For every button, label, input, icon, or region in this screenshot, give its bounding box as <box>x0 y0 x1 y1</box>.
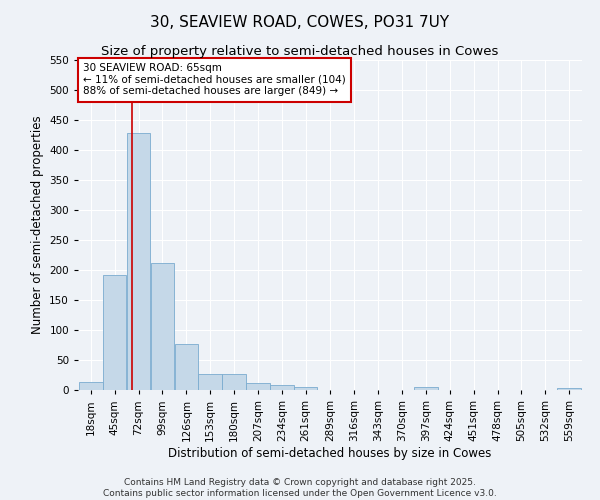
Text: 30, SEAVIEW ROAD, COWES, PO31 7UY: 30, SEAVIEW ROAD, COWES, PO31 7UY <box>151 15 449 30</box>
Bar <box>79 382 103 390</box>
Bar <box>103 275 127 390</box>
Bar <box>175 344 198 390</box>
Y-axis label: Number of semi-detached properties: Number of semi-detached properties <box>31 116 44 334</box>
Text: Size of property relative to semi-detached houses in Cowes: Size of property relative to semi-detach… <box>101 45 499 58</box>
Bar <box>414 387 437 390</box>
Bar <box>223 374 246 390</box>
Text: 30 SEAVIEW ROAD: 65sqm
← 11% of semi-detached houses are smaller (104)
88% of se: 30 SEAVIEW ROAD: 65sqm ← 11% of semi-det… <box>83 64 346 96</box>
Bar <box>127 133 150 390</box>
Bar <box>557 388 581 390</box>
X-axis label: Distribution of semi-detached houses by size in Cowes: Distribution of semi-detached houses by … <box>169 446 491 460</box>
Bar <box>246 383 269 390</box>
Text: Contains HM Land Registry data © Crown copyright and database right 2025.
Contai: Contains HM Land Registry data © Crown c… <box>103 478 497 498</box>
Bar <box>270 385 293 390</box>
Bar <box>294 387 317 390</box>
Bar <box>151 263 174 390</box>
Bar <box>199 374 222 390</box>
